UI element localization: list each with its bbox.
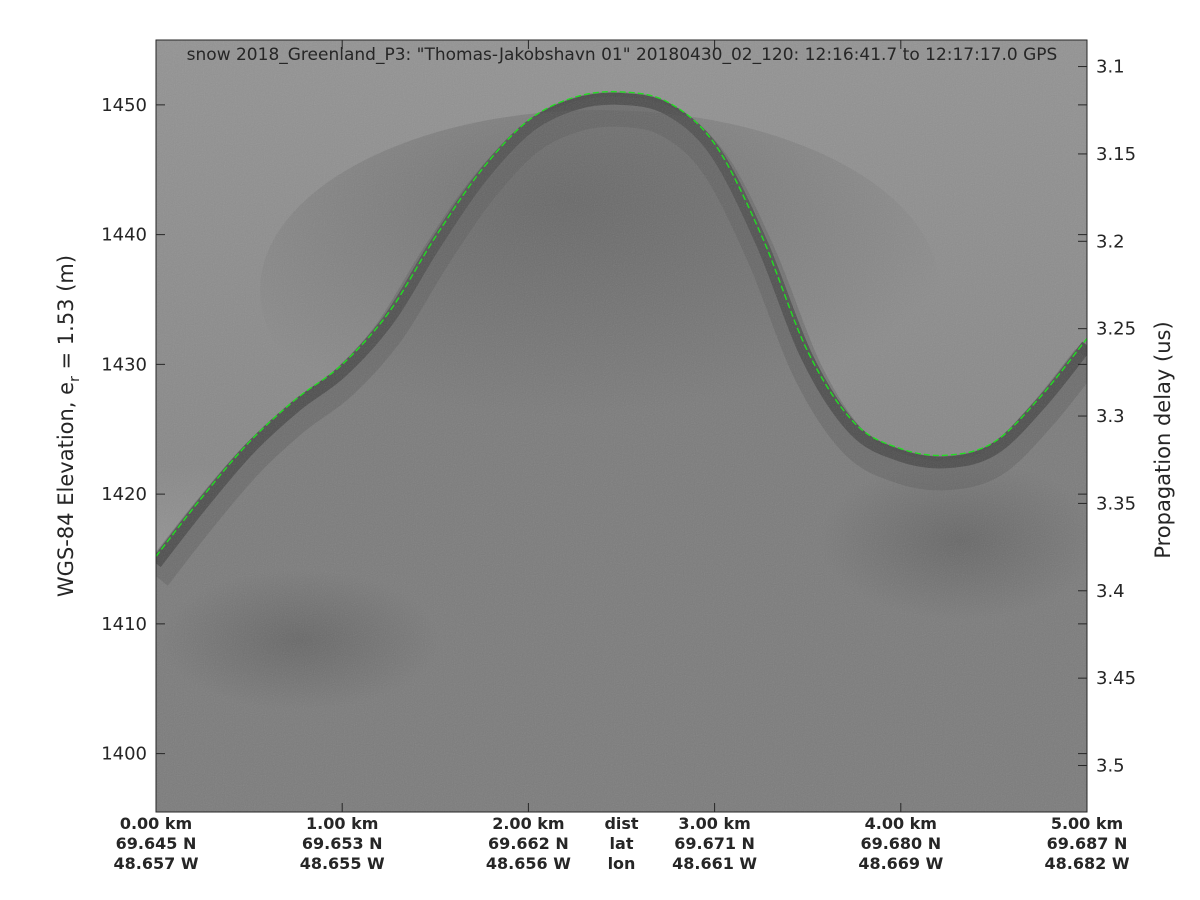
x-tick-label-lat: 69.671 N (674, 834, 755, 853)
right-tick-label: 3.4 (1096, 581, 1125, 602)
right-axis-title: Propagation delay (us) (1151, 321, 1175, 558)
x-tick-label-dist: 2.00 km (492, 814, 564, 833)
left-tick-label: 1400 (101, 744, 147, 765)
right-tick-label: 3.2 (1096, 231, 1125, 252)
x-row-name-lat: lat (610, 834, 634, 853)
x-tick-label-lon: 48.682 W (1045, 854, 1130, 873)
x-tick-label-dist: 0.00 km (120, 814, 192, 833)
x-tick-label-lon: 48.655 W (300, 854, 385, 873)
right-tick-label: 3.45 (1096, 668, 1136, 689)
x-tick-label-lat: 69.653 N (302, 834, 383, 853)
x-tick-label-lon: 48.661 W (672, 854, 757, 873)
left-tick-label: 1420 (101, 484, 147, 505)
left-axis-title: WGS-84 Elevation, er = 1.53 (m) (54, 255, 83, 597)
left-axis-title-main: WGS-84 Elevation, e (54, 382, 78, 597)
right-tick-label: 3.1 (1096, 57, 1125, 78)
right-tick-label: 3.25 (1096, 319, 1136, 340)
x-tick-label-lat: 69.645 N (116, 834, 197, 853)
left-tick-label: 1440 (101, 225, 147, 246)
echogram-image (156, 40, 1087, 812)
surface-trace-series (156, 90, 1087, 557)
left-axis-title-tail: = 1.53 (m) (54, 255, 78, 376)
x-tick-label-dist: 4.00 km (865, 814, 937, 833)
plot-frame (155, 39, 1088, 813)
left-tick-label: 1450 (101, 95, 147, 116)
x-tick-label-lat: 69.687 N (1047, 834, 1128, 853)
x-tick-label-lat: 69.680 N (860, 834, 941, 853)
left-tick-label: 1430 (101, 354, 147, 375)
right-tick-label: 3.5 (1096, 756, 1125, 777)
x-tick-label-lon: 48.656 W (486, 854, 571, 873)
x-tick-label-dist: 3.00 km (678, 814, 750, 833)
left-tick-label: 1410 (101, 614, 147, 635)
left-y-axis: 1400 1410 1420 1430 1440 1450 (101, 95, 1087, 765)
x-tick-label-lat: 69.662 N (488, 834, 569, 853)
right-y-axis: 3.1 3.15 3.2 3.25 3.3 3.35 3.4 3.45 3.5 (1078, 57, 1136, 777)
x-tick-label-lon: 48.669 W (858, 854, 943, 873)
x-row-name-dist: dist (604, 814, 638, 833)
x-tick-label-lon: 48.657 W (114, 854, 199, 873)
left-axis-title-subscript: r (67, 376, 83, 382)
right-tick-label: 3.3 (1096, 406, 1125, 427)
x-tick-label-dist: 5.00 km (1051, 814, 1123, 833)
right-tick-label: 3.35 (1096, 493, 1136, 514)
plot-title: snow 2018_Greenland_P3: "Thomas-Jakobsha… (187, 45, 1058, 65)
x-row-name-lon: lon (608, 854, 636, 873)
right-tick-label: 3.15 (1096, 144, 1136, 165)
x-tick-label-dist: 1.00 km (306, 814, 378, 833)
